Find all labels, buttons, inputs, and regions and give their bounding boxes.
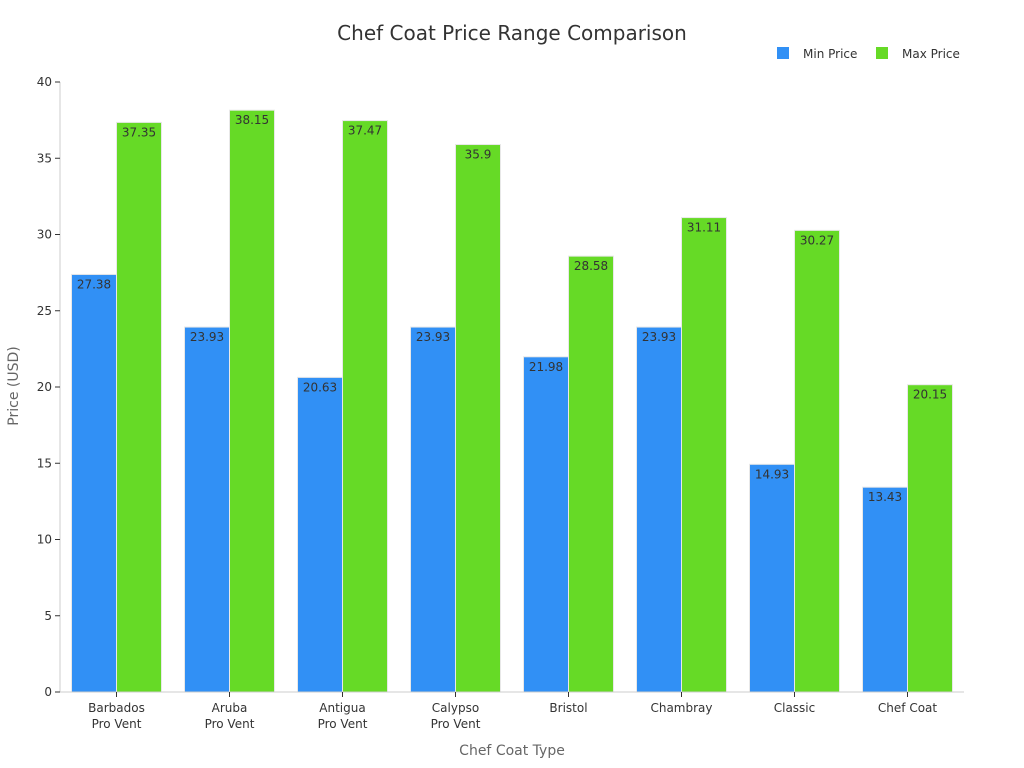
x-tick-label: Chef Coat bbox=[878, 701, 937, 715]
bar-data-label: 35.9 bbox=[465, 148, 492, 162]
legend-swatch-min-price bbox=[777, 47, 789, 59]
bar-data-label: 20.15 bbox=[913, 388, 947, 402]
legend-swatch-max-price bbox=[876, 47, 888, 59]
bar-data-label: 38.15 bbox=[235, 113, 269, 127]
bar-data-label: 28.58 bbox=[574, 259, 608, 273]
y-tick-label: 35 bbox=[37, 151, 52, 165]
x-tick-label: Bristol bbox=[549, 701, 587, 715]
bar-data-label: 13.43 bbox=[868, 490, 902, 504]
bar-min-price bbox=[862, 486, 908, 693]
bar-data-label: 21.98 bbox=[529, 360, 563, 374]
bar-max-price bbox=[342, 120, 388, 693]
bar-min-price bbox=[297, 376, 343, 693]
y-tick-label: 20 bbox=[37, 380, 52, 394]
bar-data-label: 37.47 bbox=[348, 124, 382, 138]
y-tick-label: 15 bbox=[37, 456, 52, 470]
x-tick-label: Chambray bbox=[650, 701, 712, 715]
bar-data-label: 27.38 bbox=[77, 277, 111, 291]
bar-max-price bbox=[907, 384, 953, 693]
bar-min-price bbox=[636, 326, 682, 693]
bar-max-price bbox=[568, 255, 614, 693]
y-axis-ticks: 0 5 10 15 20 25 30 35 40 bbox=[37, 75, 60, 699]
bar-data-label: 23.93 bbox=[416, 330, 450, 344]
bar-data-label: 14.93 bbox=[755, 467, 789, 481]
y-tick-label: 0 bbox=[44, 685, 52, 699]
y-tick-label: 25 bbox=[37, 304, 52, 318]
bar-max-price bbox=[794, 229, 840, 693]
bar-data-label: 30.27 bbox=[800, 233, 834, 247]
bar-max-price bbox=[681, 217, 727, 693]
bar-max-price bbox=[116, 121, 162, 693]
bar-data-label: 37.35 bbox=[122, 125, 156, 139]
x-tick-label: Calypso Pro Vent bbox=[431, 701, 481, 731]
y-tick-label: 40 bbox=[37, 75, 52, 89]
y-tick-label: 10 bbox=[37, 533, 52, 547]
y-axis-title: Price (USD) bbox=[6, 346, 22, 425]
bar-data-label: 20.63 bbox=[303, 380, 337, 394]
bar-data-label: 23.93 bbox=[642, 330, 676, 344]
legend-label-min-price: Min Price bbox=[803, 47, 857, 61]
x-tick-label: Classic bbox=[774, 701, 816, 715]
legend: Min Price Max Price bbox=[777, 47, 960, 61]
y-tick-label: 5 bbox=[44, 609, 52, 623]
bar-min-price bbox=[184, 326, 230, 693]
x-axis-title: Chef Coat Type bbox=[459, 743, 565, 759]
legend-label-max-price: Max Price bbox=[902, 47, 960, 61]
bar-min-price bbox=[523, 356, 569, 693]
bar-min-price bbox=[410, 326, 456, 693]
x-tick-label: Barbados Pro Vent bbox=[88, 701, 145, 731]
bar-max-price bbox=[455, 144, 501, 693]
x-tick-label: Aruba Pro Vent bbox=[205, 701, 255, 731]
bar-min-price bbox=[71, 273, 117, 693]
chart-title: Chef Coat Price Range Comparison bbox=[337, 21, 687, 45]
x-axis-ticks: Barbados Pro Vent Aruba Pro Vent Antigua Pro … bbox=[88, 692, 937, 731]
x-tick-label: Antigua Pro Vent bbox=[318, 701, 368, 731]
bar-data-label: 31.11 bbox=[687, 221, 721, 235]
bar-min-price bbox=[749, 463, 795, 693]
plot-area: 27.38 37.35 23.93 38.15 20.63 37.47 23.93 35.9 2… bbox=[71, 109, 953, 693]
bar-max-price bbox=[229, 109, 275, 693]
bar-data-label: 23.93 bbox=[190, 330, 224, 344]
y-tick-label: 30 bbox=[37, 228, 52, 242]
